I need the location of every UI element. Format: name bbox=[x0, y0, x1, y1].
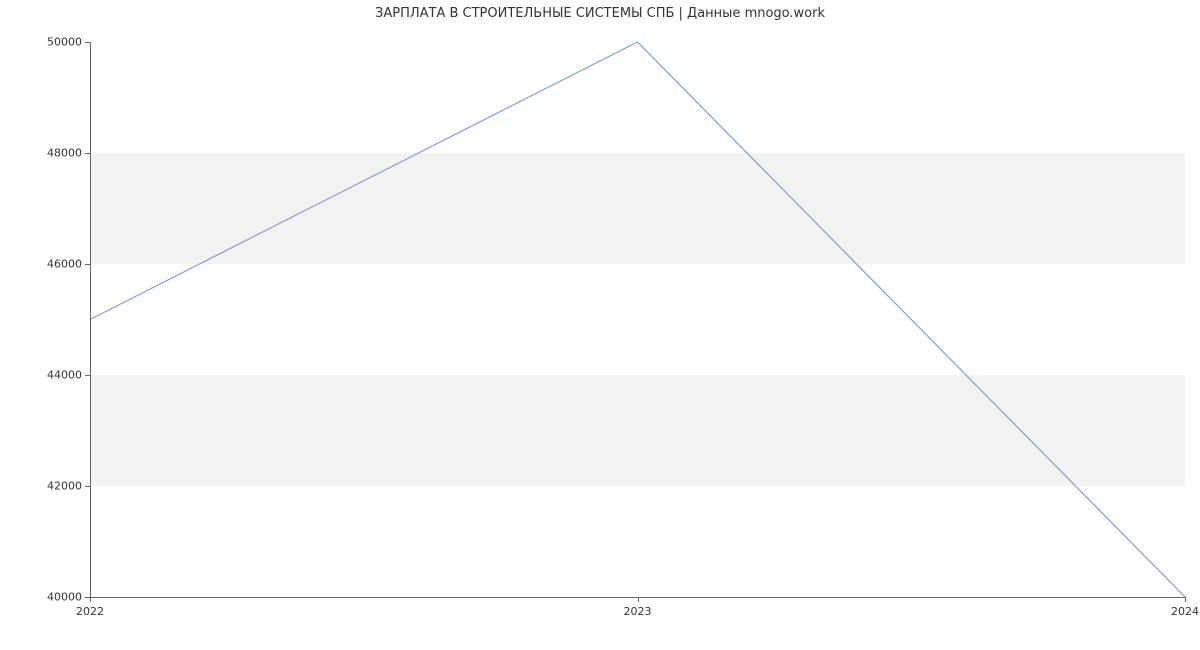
y-tick-label: 48000 bbox=[47, 147, 90, 160]
chart-title: ЗАРПЛАТА В СТРОИТЕЛЬНЫЕ СИСТЕМЫ СПБ | Да… bbox=[0, 6, 1200, 21]
y-axis-line bbox=[90, 42, 91, 597]
plot-area: 4000042000440004600048000500002022202320… bbox=[90, 42, 1185, 597]
salary-line-chart: ЗАРПЛАТА В СТРОИТЕЛЬНЫЕ СИСТЕМЫ СПБ | Да… bbox=[0, 0, 1200, 650]
salary-line bbox=[90, 42, 1185, 597]
y-tick-label: 46000 bbox=[47, 258, 90, 271]
y-tick-label: 50000 bbox=[47, 36, 90, 49]
x-tick-label: 2024 bbox=[1171, 597, 1199, 618]
x-tick-label: 2023 bbox=[624, 597, 652, 618]
y-tick-label: 42000 bbox=[47, 480, 90, 493]
y-tick-label: 44000 bbox=[47, 369, 90, 382]
line-layer bbox=[90, 42, 1185, 597]
x-tick-label: 2022 bbox=[76, 597, 104, 618]
